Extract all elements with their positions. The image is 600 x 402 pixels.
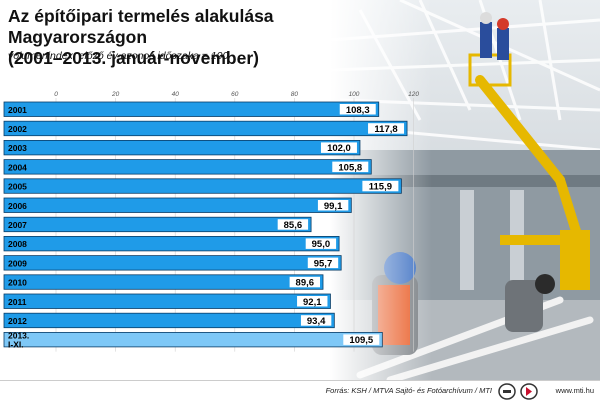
title-line-2: (2001–2013. január-november) xyxy=(8,48,259,68)
bar xyxy=(3,255,342,271)
category-label: 2006 xyxy=(8,201,27,211)
source-text: Forrás: KSH / MTVA Sajtó- és Fotóarchívu… xyxy=(325,386,492,395)
value-label: 109,5 xyxy=(349,335,373,346)
value-label: 108,3 xyxy=(346,105,370,116)
bars xyxy=(3,101,408,348)
category-label: 2012 xyxy=(8,316,27,326)
value-label-box xyxy=(297,296,328,307)
bar xyxy=(3,293,331,309)
value-label: 95,0 xyxy=(312,239,331,250)
category-label: 2008 xyxy=(8,239,27,249)
bar xyxy=(3,140,361,156)
value-label: 99,1 xyxy=(324,201,343,212)
value-label: 92,1 xyxy=(303,297,322,308)
value-label: 105,8 xyxy=(338,162,362,173)
value-label: 85,6 xyxy=(284,220,303,231)
value-label-box xyxy=(339,104,376,115)
category-label: 2004 xyxy=(8,162,27,172)
value-label: 102,0 xyxy=(327,143,351,154)
value-label: 115,9 xyxy=(369,182,392,193)
x-tick-label: 120 xyxy=(408,91,419,98)
mtva-logo-icon xyxy=(520,383,538,400)
bar xyxy=(3,101,380,117)
value-label-box xyxy=(362,180,399,192)
x-tick-label: 60 xyxy=(231,91,239,98)
bar xyxy=(3,178,402,194)
bar xyxy=(3,159,372,175)
value-label-box xyxy=(332,161,369,173)
bar-chart: 0 20 40 60 80 100 120 2001 2002 2003 2004 2005 2006… xyxy=(3,91,419,352)
category-label: 2003 xyxy=(8,143,27,153)
x-tick-label: 0 xyxy=(54,91,58,98)
value-label-box xyxy=(305,238,337,249)
x-tick-label: 100 xyxy=(349,91,360,98)
chart-title: Az építőipari termelés alakulása Magyaro… xyxy=(8,6,368,69)
category-label: 2002 xyxy=(8,124,27,134)
category-label: 2011 xyxy=(8,297,27,307)
value-labels: 108,3 117,8 102,0 105,8 115,9 99,1 85,6 95,0 95,… xyxy=(277,104,405,346)
bar xyxy=(3,312,335,329)
footer: Forrás: KSH / MTVA Sajtó- és Fotóarchívu… xyxy=(0,380,600,402)
value-label: 89,6 xyxy=(296,278,315,289)
value-label: 93,4 xyxy=(307,316,326,327)
category-label: 2009 xyxy=(8,258,27,268)
mti-logo-icon xyxy=(498,383,516,400)
bar xyxy=(3,120,408,137)
value-label-box xyxy=(277,219,309,230)
value-label-box xyxy=(320,142,357,153)
x-tick-labels: 0 20 40 60 80 100 120 xyxy=(54,91,419,98)
bar xyxy=(3,274,324,290)
category-label: 2001 xyxy=(8,105,27,115)
bar xyxy=(3,216,312,233)
site-url: www.mti.hu xyxy=(555,386,594,395)
value-label-box xyxy=(300,315,332,326)
x-tick-label: 20 xyxy=(111,91,120,98)
value-label-box xyxy=(368,123,405,134)
value-label: 117,8 xyxy=(374,124,397,135)
category-label: 2013. I-XI. xyxy=(8,330,29,349)
category-label: 2007 xyxy=(8,220,27,230)
value-label-box xyxy=(289,276,321,288)
x-tick-label: 40 xyxy=(172,91,180,98)
title-line-1: Az építőipari termelés alakulása Magyaro… xyxy=(8,6,274,47)
category-labels: 2001 2002 2003 2004 2005 2006 2007 2008 2009 2010… xyxy=(8,105,29,350)
value-label-box xyxy=(317,200,349,211)
bar xyxy=(3,331,383,348)
category-label: 2010 xyxy=(8,278,27,288)
bar xyxy=(3,235,340,252)
chart-subtitle: volumenindex, előző év azonos időszaka =… xyxy=(8,50,229,62)
bar xyxy=(3,197,352,213)
value-label-box xyxy=(307,257,339,269)
value-label: 95,7 xyxy=(314,258,333,269)
category-label: 2005 xyxy=(8,182,27,192)
x-tick-label: 80 xyxy=(291,91,299,98)
value-label-box xyxy=(343,334,380,345)
